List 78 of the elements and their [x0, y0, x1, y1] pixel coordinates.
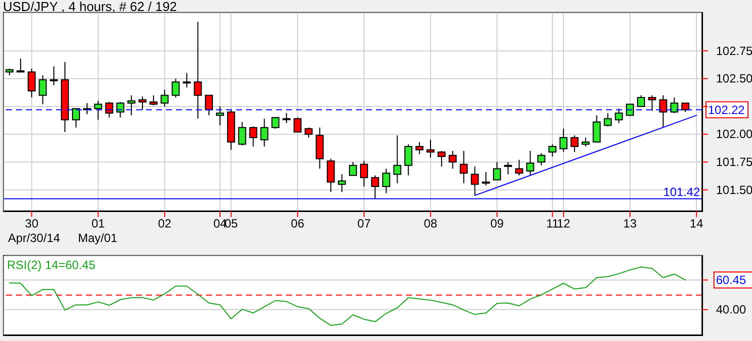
- candlestick: [38, 74, 47, 105]
- candlestick: [438, 150, 446, 168]
- candlestick: [127, 94, 136, 116]
- candlestick: [470, 166, 479, 196]
- candlestick: [204, 94, 213, 116]
- candlestick: [637, 94, 646, 107]
- candlestick: [116, 101, 124, 118]
- candlestick: [160, 89, 169, 107]
- y-tick-label: 101.75: [716, 155, 752, 170]
- candlestick: [194, 21, 202, 120]
- x-tick-label: 11: [546, 216, 559, 231]
- candlestick: [316, 127, 324, 170]
- candlestick: [72, 108, 80, 128]
- text: May/01: [78, 231, 118, 245]
- candlestick: [360, 160, 368, 188]
- candlestick: [83, 102, 92, 115]
- x-tick-label: 09: [490, 216, 504, 231]
- candlestick: [94, 100, 102, 120]
- candlestick: [393, 134, 402, 184]
- candlestick: [460, 150, 468, 184]
- x-tick-label: 08: [424, 216, 438, 231]
- candlestick: [604, 112, 612, 127]
- candlestick: [271, 117, 280, 130]
- candlestick: [592, 114, 601, 143]
- candlestick: [249, 126, 258, 147]
- candlestick: [448, 150, 457, 170]
- candlestick: [294, 117, 302, 133]
- candlestick: [238, 122, 246, 146]
- candlestick: [371, 174, 380, 200]
- y-tick-label: 40.00: [716, 302, 746, 317]
- x-tick-label: 02: [158, 216, 172, 231]
- y-tick-label: 102.75: [716, 44, 752, 58]
- y-tick-label: 101.50: [716, 182, 752, 197]
- candlestick: [282, 112, 290, 124]
- candlestick: [182, 72, 191, 88]
- text: Apr/30/14: [8, 231, 60, 245]
- candlestick: [326, 158, 335, 193]
- x-tick-label: 01: [91, 216, 106, 231]
- candlestick: [138, 96, 146, 110]
- candlestick: [426, 139, 435, 158]
- ref-line-label: 101.42: [663, 184, 700, 199]
- candlestick: [50, 66, 58, 86]
- y-tick-label: 102.50: [716, 72, 752, 86]
- candlestick: [260, 118, 268, 147]
- candlestick: [150, 94, 158, 106]
- candlestick: [16, 58, 25, 72]
- candlestick: [304, 127, 313, 138]
- candlestick: [504, 162, 512, 175]
- y-tick-label: 60.45: [716, 272, 746, 287]
- candlestick: [482, 172, 490, 186]
- x-tick-label: 30: [25, 216, 39, 231]
- x-tick-label: 06: [290, 216, 305, 231]
- y-tick-label: 102.00: [716, 127, 752, 142]
- x-tick-label: 12: [556, 216, 570, 231]
- candlestick: [415, 142, 424, 155]
- candlestick: [216, 106, 224, 126]
- x-tick-label: 13: [623, 216, 637, 231]
- candlestick: [670, 97, 678, 114]
- candlestick: [537, 152, 546, 166]
- candlestick: [492, 162, 501, 180]
- candlestick: [659, 94, 668, 128]
- candlestick: [548, 144, 556, 157]
- x-tick-label: 07: [357, 216, 372, 231]
- candlestick: [648, 94, 656, 112]
- candlestick: [515, 159, 524, 176]
- candlestick: [348, 162, 357, 176]
- series-label: RSI(2) 14=60.45: [7, 258, 96, 272]
- candlestick: [526, 150, 534, 176]
- candlestick: [28, 68, 36, 98]
- candlestick: [338, 174, 346, 193]
- candlestick: [559, 128, 568, 153]
- candlestick: [614, 108, 623, 124]
- candlestick: [172, 78, 180, 98]
- ref-line-label: 102.22: [708, 102, 746, 117]
- x-tick-label: 14: [690, 216, 704, 231]
- candlestick: [570, 134, 579, 153]
- candlestick: [404, 144, 412, 176]
- candlestick: [382, 168, 390, 194]
